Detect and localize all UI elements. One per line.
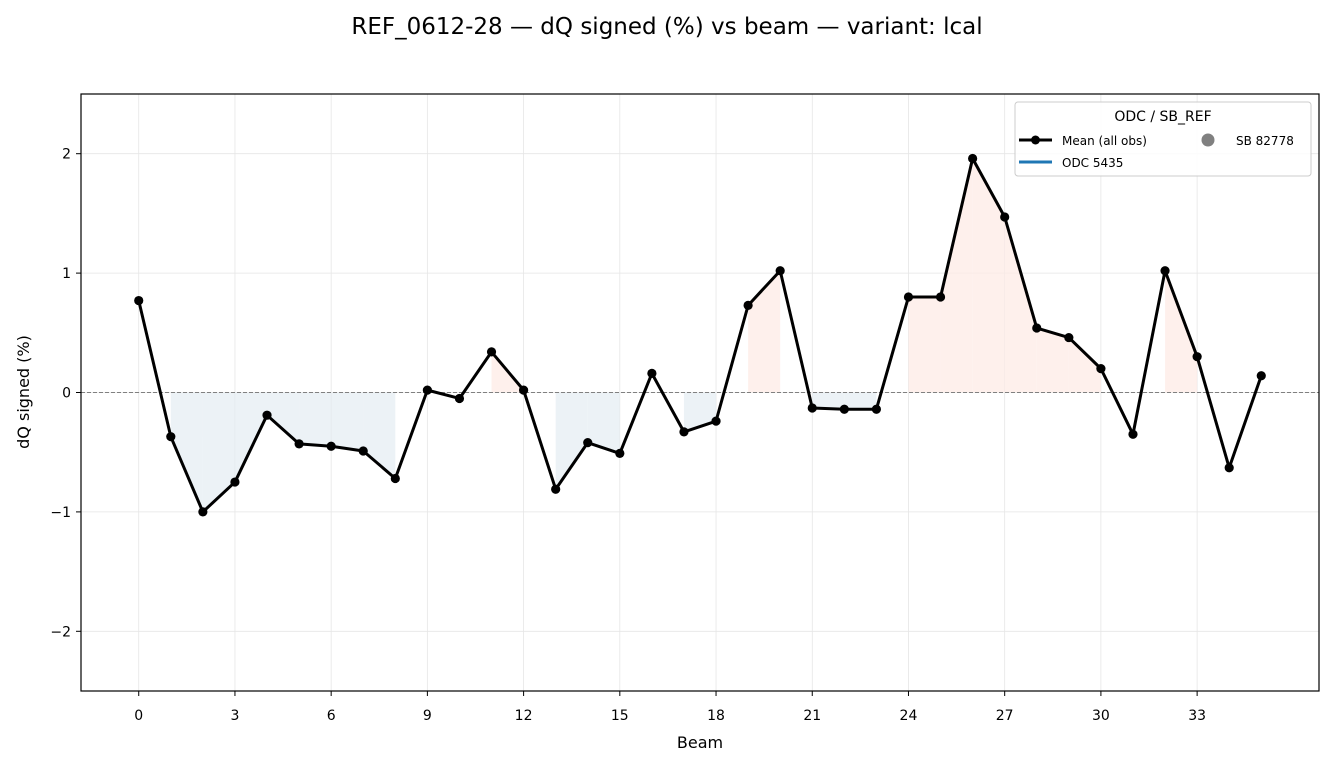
y-tick-label: −2 (50, 624, 71, 640)
x-tick-label: 9 (423, 708, 432, 724)
mean-point (454, 393, 465, 404)
negative-fill (683, 392, 717, 432)
mean-point (134, 295, 144, 306)
x-tick-label: 0 (134, 708, 143, 724)
legend-entry-sb: SB 82778 (1236, 134, 1294, 148)
mean-point (326, 441, 336, 451)
y-tick-label: −1 (50, 505, 71, 521)
positive-fill (1036, 328, 1069, 393)
mean-point (166, 432, 176, 442)
legend-sb-swatch-marker (1201, 133, 1215, 147)
mean-point (679, 427, 689, 437)
mean-point (775, 266, 785, 276)
y-axis-label: dQ signed (%) (14, 335, 33, 449)
mean-point (519, 385, 529, 395)
legend-entry-odc: ODC 5435 (1062, 156, 1123, 170)
positive-fill (1004, 216, 1037, 393)
x-tick-label: 3 (230, 708, 239, 724)
mean-point (1128, 429, 1138, 439)
negative-fill (587, 392, 620, 454)
x-tick-label: 21 (803, 708, 821, 724)
negative-fill (267, 392, 300, 444)
mean-point (743, 300, 753, 310)
mean-point (615, 448, 625, 458)
mean-point (1224, 463, 1234, 473)
negative-fill (170, 392, 203, 512)
mean-line (137, 156, 1263, 514)
positive-fill (1165, 270, 1198, 393)
mean-point (968, 153, 978, 164)
x-tick-label: 18 (707, 708, 725, 724)
x-axis: 0 3 6 9 12 15 18 21 24 27 30 33 (134, 691, 1206, 724)
mean-point (262, 410, 272, 420)
x-axis-label: Beam (677, 733, 723, 752)
mean-point (1096, 364, 1106, 374)
mean-point (711, 416, 721, 426)
x-tick-label: 27 (996, 708, 1014, 724)
mean-point (1160, 266, 1170, 276)
mean-point (486, 347, 497, 357)
mean-point (935, 292, 946, 302)
negative-fill (812, 392, 845, 410)
mean-point (1000, 212, 1010, 222)
mean-point (1192, 352, 1202, 362)
y-tick-label: 2 (62, 147, 71, 163)
y-tick-label: 1 (62, 266, 71, 282)
mean-point (1256, 371, 1266, 381)
mean-point (807, 403, 817, 413)
mean-point (839, 404, 849, 414)
deviation-fills (170, 158, 1198, 512)
negative-fill (555, 392, 588, 490)
mean-point (1032, 323, 1042, 333)
x-tick-label: 33 (1188, 708, 1206, 724)
negative-fill (299, 392, 332, 447)
positive-fill (1068, 337, 1101, 393)
negative-fill (202, 392, 235, 512)
x-tick-label: 12 (515, 708, 533, 724)
mean-point (583, 438, 593, 448)
x-tick-label: 15 (611, 708, 629, 724)
negative-fill (844, 392, 877, 410)
mean-point (422, 385, 432, 395)
mean-point (358, 446, 368, 456)
positive-fill (940, 158, 973, 393)
mean-point (551, 484, 561, 494)
mean-point (647, 368, 657, 378)
mean-point (198, 507, 208, 517)
x-tick-label: 6 (327, 708, 336, 724)
negative-fill (234, 392, 268, 483)
mean-point (390, 473, 400, 484)
legend-mean-swatch-marker (1031, 135, 1040, 145)
positive-fill (748, 270, 781, 393)
positive-fill (908, 296, 941, 393)
legend-title: ODC / SB_REF (1114, 109, 1211, 125)
mean-point (871, 404, 881, 414)
chart-title: REF_0612-28 — dQ signed (%) vs beam — va… (351, 14, 982, 40)
mean-point (903, 292, 914, 302)
y-axis: −2 −1 0 1 2 (50, 147, 81, 640)
mean-point (294, 439, 304, 449)
mean-point (230, 477, 240, 487)
negative-fill (331, 392, 364, 452)
x-tick-label: 30 (1092, 708, 1110, 724)
mean-point (1064, 332, 1074, 343)
series-mean (134, 153, 1266, 517)
legend-entry-mean: Mean (all obs) (1062, 134, 1147, 148)
x-tick-label: 24 (900, 708, 918, 724)
legend-box (1014, 101, 1312, 177)
legend: ODC / SB_REF Mean (all obs) ODC 5435 SB … (1014, 101, 1312, 177)
positive-fill (972, 158, 1005, 393)
y-tick-label: 0 (62, 386, 71, 402)
